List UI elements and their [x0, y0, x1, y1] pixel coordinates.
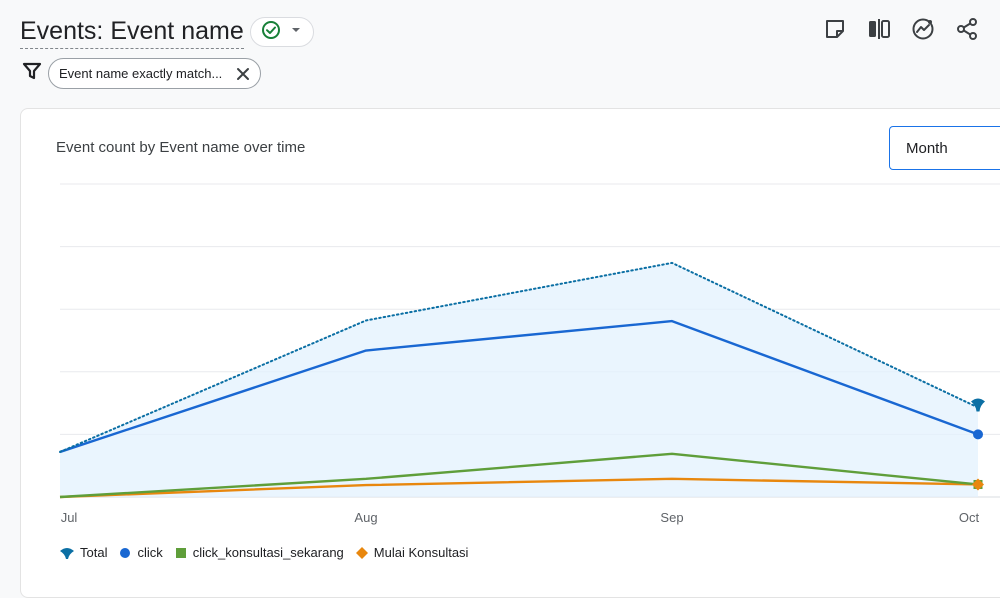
title-row: Events: Event name — [20, 12, 314, 52]
period-select[interactable]: Month — [889, 126, 1000, 170]
note-icon[interactable] — [822, 16, 848, 42]
legend-item[interactable]: click_konsultasi_sekarang — [175, 545, 344, 560]
filter-row: Event name exactly match... — [22, 58, 262, 89]
share-icon[interactable] — [954, 16, 980, 42]
legend-square-icon — [175, 547, 187, 559]
chart-card: Event count by Event name over time Mont… — [20, 108, 1000, 598]
legend-item[interactable]: click — [119, 545, 163, 560]
legend-label: click — [137, 545, 163, 560]
legend-label: click_konsultasi_sekarang — [192, 545, 344, 560]
toolbar — [822, 16, 980, 42]
filter-chip-label: Event name exactly match... — [59, 66, 223, 81]
filter-chip[interactable]: Event name exactly match... — [48, 58, 262, 89]
status-chip[interactable] — [249, 17, 314, 47]
filter-icon[interactable] — [22, 61, 42, 86]
close-icon[interactable] — [236, 67, 250, 81]
legend-item[interactable]: Total — [60, 545, 107, 560]
check-circle-icon — [261, 20, 281, 45]
period-select-value: Month — [906, 139, 948, 157]
legend-pin-icon — [60, 546, 74, 560]
compare-icon[interactable] — [866, 16, 892, 42]
legend-circle-icon — [119, 547, 131, 559]
legend-item[interactable]: Mulai Konsultasi — [355, 545, 469, 560]
page-title[interactable]: Events: Event name — [20, 15, 244, 49]
chevron-down-icon — [290, 23, 302, 41]
legend-label: Mulai Konsultasi — [373, 545, 469, 560]
chart-title: Event count by Event name over time — [56, 139, 306, 156]
chart-legend: Total click click_konsultasi_sekarang Mulai… — [60, 545, 468, 560]
insights-icon[interactable] — [910, 16, 936, 42]
legend-diamond-icon — [355, 546, 368, 559]
legend-label: Total — [80, 545, 108, 560]
